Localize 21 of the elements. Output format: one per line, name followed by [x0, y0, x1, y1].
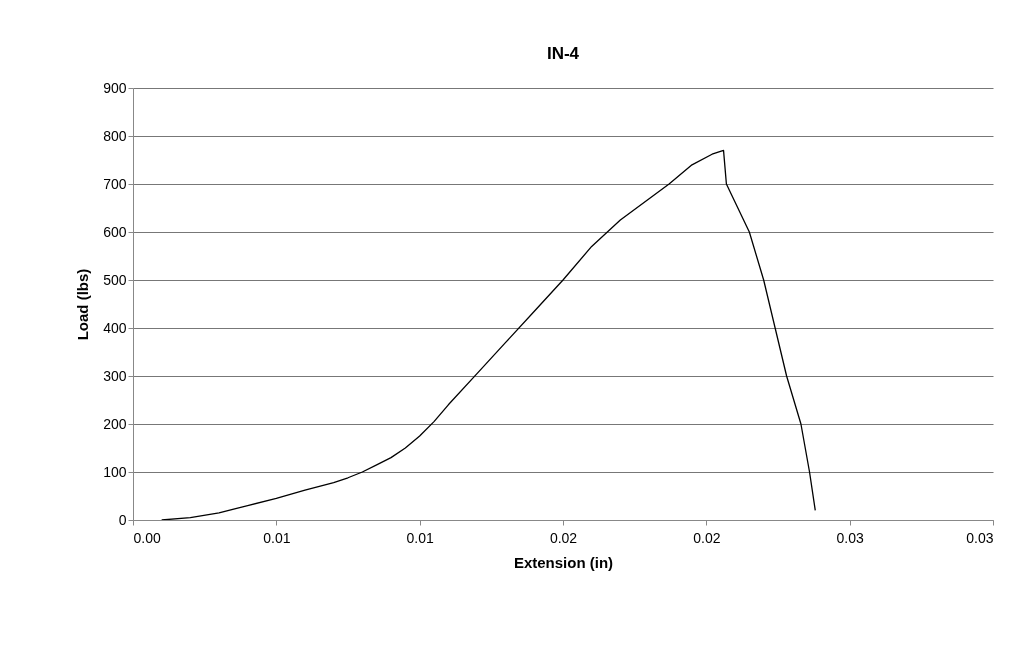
x-tick-label: 0.03 — [836, 529, 864, 546]
x-tick-label: 0.02 — [693, 529, 721, 546]
y-tick-label: 0 — [118, 511, 127, 528]
x-tick-label: 0.00 — [133, 529, 161, 546]
x-tick-label: 0.01 — [406, 529, 434, 546]
chart-title: IN-4 — [546, 44, 580, 63]
x-tick-label: 0.01 — [263, 529, 291, 546]
y-axis-title: Load (lbs) — [74, 268, 92, 341]
y-tick-label: 200 — [103, 415, 127, 432]
y-tick-label: 600 — [103, 223, 127, 240]
y-tick-label: 500 — [103, 271, 127, 288]
y-tick-label: 400 — [103, 319, 127, 336]
x-tick-label: 0.03 — [966, 529, 994, 546]
y-tick-label: 800 — [103, 127, 127, 144]
x-axis-title: Extension (in) — [513, 553, 614, 571]
y-tick-label: 100 — [103, 463, 127, 480]
y-tick-label: 300 — [103, 367, 127, 384]
x-tick-label: 0.02 — [549, 529, 578, 546]
y-tick-label: 900 — [103, 79, 127, 96]
y-tick-label: 700 — [103, 175, 127, 192]
line-series — [161, 149, 816, 520]
